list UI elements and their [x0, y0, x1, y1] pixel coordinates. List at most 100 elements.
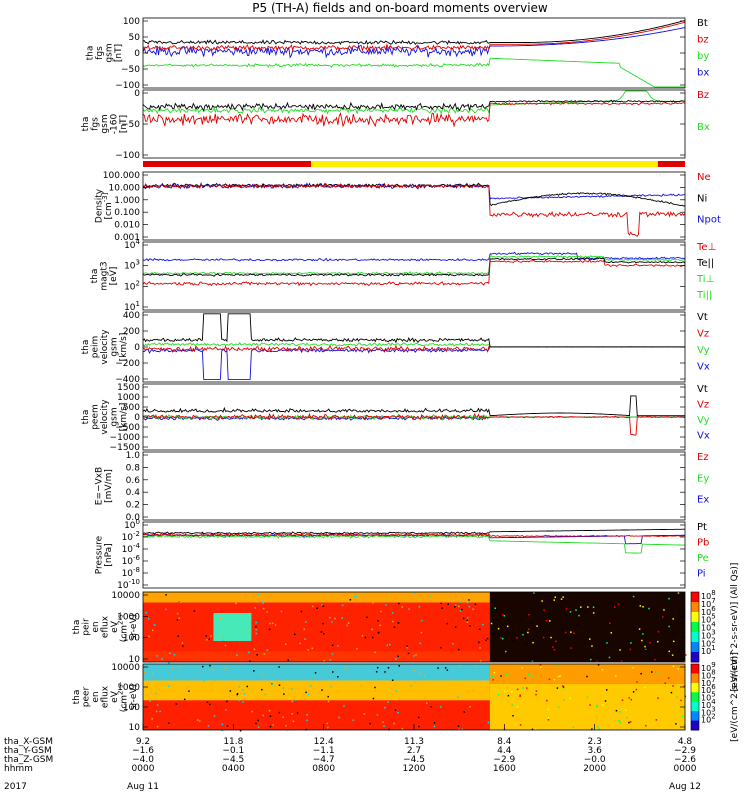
mode-bar-red-1	[143, 161, 312, 167]
legend-entry: Ni	[697, 193, 707, 204]
x-tick-value: 8.4	[497, 737, 512, 747]
legend-entry: Vx	[697, 362, 710, 373]
series-line	[142, 182, 686, 237]
panel-7: 1.0 0.8 0.6 0.4 0.2 0.0 E=−VxB [mV/m] Ez Ey Ex	[95, 451, 710, 523]
series-line	[142, 257, 686, 277]
x-tick-value: −1.1	[313, 746, 335, 756]
y-tick-label: −50	[121, 120, 140, 130]
y-tick-label: −1000	[110, 433, 141, 443]
y-label-line: peer	[82, 686, 92, 707]
legend-entry: Vx	[697, 431, 710, 442]
x-tick-value: 1200	[403, 764, 426, 774]
x-tick-value: −2.9	[674, 746, 696, 756]
y-axis-label: tha peem velocity gsm [km/s]	[81, 399, 129, 435]
y-axis-label: tha peir en eflux eV (cm2-s-sr-eV)	[72, 611, 139, 642]
heatmap-region	[143, 680, 490, 701]
x-row-label: tha_X-GSM	[4, 737, 53, 747]
y-label-line: sr-eV)	[129, 614, 139, 640]
y-label-line: fgs	[95, 46, 105, 60]
series-line	[142, 99, 686, 112]
legend-entry: Pi	[697, 569, 706, 580]
x-tick-value: −4.0	[132, 755, 154, 765]
series-line	[142, 255, 686, 276]
series-line	[142, 19, 686, 46]
x-tick-value: −4.5	[222, 755, 244, 765]
y-label-line: eflux	[101, 615, 111, 638]
heatmap-region	[489, 592, 685, 662]
y-axis-label: E=−VxB [mV/m]	[95, 467, 115, 505]
y-label-line: velocity	[100, 329, 110, 365]
x-tick-value: 1600	[493, 764, 516, 774]
y-axis-label: tha fgs gsm [nT]	[86, 43, 125, 62]
series-line	[143, 415, 686, 422]
legend-entry: Vy	[697, 345, 710, 356]
y-tick-label: 0.6	[126, 476, 141, 486]
x-tick-value: 9.2	[136, 737, 150, 747]
x-tick-value: −4.7	[313, 755, 335, 765]
heatmap-region	[143, 602, 490, 652]
legend-entry: Vt	[697, 384, 708, 395]
y-label-line: peim	[91, 336, 101, 359]
heatmap-region	[489, 683, 685, 730]
y-tick-label: 400	[123, 311, 140, 321]
y-label-line: [nT]	[114, 44, 124, 62]
y-tick-label: −100	[115, 81, 140, 91]
y-axis-label: tha peim velocity gsm [km/s]	[81, 329, 129, 365]
y-tick-label: −1500	[110, 443, 141, 453]
y-tick-label: 0	[134, 343, 140, 353]
series-line	[142, 532, 686, 538]
y-tick-label: 0.2	[126, 501, 140, 511]
x-row-label: hhmm	[4, 764, 33, 774]
x-row-label: tha_Y-GSM	[4, 746, 52, 756]
x-tick-value: 0000	[132, 764, 155, 774]
y-tick-label: 0.010	[114, 221, 140, 231]
y-tick-label: 1000	[117, 612, 140, 622]
series-line	[142, 259, 686, 287]
series-line	[142, 251, 686, 262]
series-line	[142, 57, 685, 88]
mode-bar-red-2	[657, 161, 685, 167]
heatmap-region	[213, 613, 252, 641]
series-line	[142, 534, 685, 554]
y-tick-label: 0.4	[126, 488, 141, 498]
y-tick-label: −500	[115, 423, 140, 433]
y-tick-label: −400	[115, 375, 140, 385]
y-tick-label: −100	[115, 151, 140, 161]
x-tick-value: 0000	[674, 764, 697, 774]
y-label-line: gsm	[105, 43, 115, 62]
legend-entry: Bx	[697, 122, 710, 133]
x-tick-value: 12.4	[314, 737, 334, 747]
y-label-line: en	[91, 691, 101, 702]
y-label-line: magt3	[100, 261, 110, 290]
y-label-line: [mV/m]	[104, 469, 114, 503]
panel-1: 100 50 0 −50 −100 tha fgs gsm [nT] Bt bz by bx	[86, 17, 710, 91]
x-tick-value: −0.1	[222, 746, 244, 756]
y-tick-label: 1000	[117, 393, 140, 403]
y-label-line: E=−VxB	[95, 467, 105, 505]
y-tick-label: 10-10	[117, 578, 140, 591]
y-label-line: velocity	[100, 399, 110, 435]
y-label-line: gsm	[110, 407, 120, 426]
date-end: Aug 12	[669, 782, 701, 792]
legend-entry: Vy	[697, 415, 710, 426]
legend-entry: bx	[697, 68, 709, 79]
y-tick-label: 10	[129, 655, 141, 665]
legend-entry: Vt	[697, 312, 708, 323]
y-tick-label: 0	[134, 413, 140, 423]
y-tick-label: 200	[123, 327, 140, 337]
y-tick-label: 1.0	[126, 451, 141, 461]
legend-entry: Ti⊥	[696, 274, 714, 285]
x-tick-value: −2.9	[493, 755, 515, 765]
y-label-line: peir	[82, 618, 92, 636]
y-axis-label: Pressure [nPa]	[95, 535, 115, 574]
y-tick-label: 100	[123, 17, 140, 27]
y-axis-label: Density [cm-3]	[95, 188, 115, 223]
y-tick-label: 50	[129, 33, 141, 43]
y-tick-label: 0.100	[114, 208, 140, 218]
mode-bar-yellow	[311, 161, 658, 167]
